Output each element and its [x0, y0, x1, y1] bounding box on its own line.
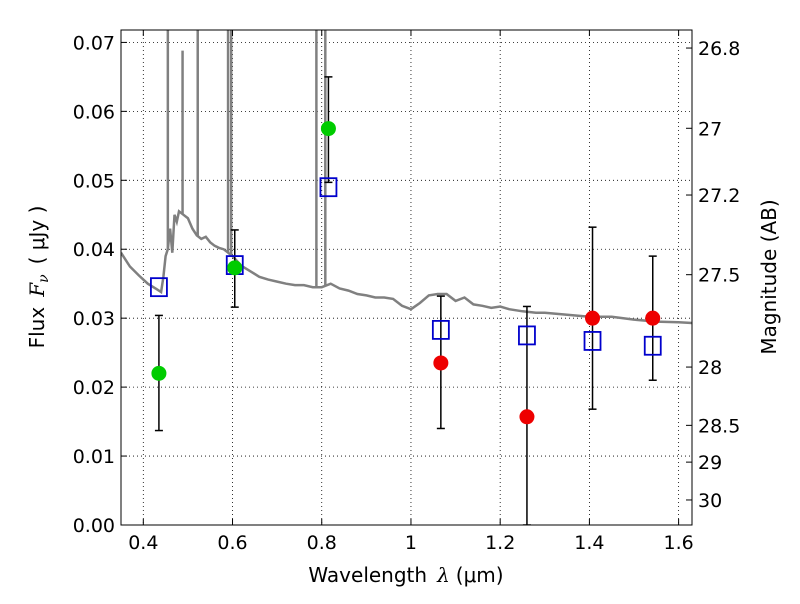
- x-tick-label: 0.8: [307, 532, 337, 554]
- y-tick-label: 0.03: [73, 308, 115, 330]
- y-tick-label: 0.02: [73, 377, 115, 399]
- y-tick-label: 0.06: [73, 101, 115, 123]
- y-tick-label: 0.07: [73, 32, 115, 54]
- y-axis-label-subscript: ν: [36, 274, 52, 283]
- observed-flux-green-point: [320, 121, 336, 137]
- x-axis-label-prefix: Wavelength: [308, 563, 427, 587]
- x-axis-label: Wavelength λ (μm): [308, 563, 503, 587]
- y-axis-label-symbol: F: [25, 282, 49, 298]
- magnitude-tick-label: 28.5: [698, 415, 740, 437]
- observed-flux-green-point: [227, 260, 243, 276]
- observed-flux-red-point: [585, 310, 601, 326]
- model-flux-square: [518, 325, 536, 346]
- x-tick-label: 0.6: [217, 532, 247, 554]
- y-tick-label: 0.00: [73, 515, 115, 537]
- model-flux-square: [643, 335, 662, 356]
- observed-flux-red-point: [433, 355, 449, 371]
- plot-frame: [120, 29, 693, 526]
- y-axis-ticks: 0.00 0.01 0.02 0.03 0.04 0.05 0.06 0.07: [73, 32, 127, 537]
- x-axis-label-unit: (μm): [456, 563, 504, 587]
- template-spectrum: [121, 30, 692, 325]
- model-flux-square: [583, 331, 602, 351]
- plot-area: [121, 30, 692, 525]
- x-axis-label-symbol: λ: [436, 563, 450, 587]
- x-tick-label: 1.6: [664, 532, 694, 554]
- magnitude-tick-label: 27.5: [698, 265, 740, 287]
- data-markers: [150, 121, 662, 425]
- y-tick-label: 0.01: [73, 446, 115, 468]
- template-curve: [121, 209, 692, 325]
- x-tick-label: 1: [405, 532, 417, 554]
- magnitude-tick-label: 27.2: [698, 185, 740, 207]
- x-tick-label: 0.4: [128, 532, 158, 554]
- magnitude-tick-label: 29: [698, 452, 722, 474]
- model-flux-square: [319, 177, 338, 198]
- x-tick-label: 1.4: [574, 532, 604, 554]
- model-flux-square: [150, 277, 168, 298]
- x-tick-label: 1.2: [485, 532, 515, 554]
- y-tick-label: 0.05: [73, 170, 115, 192]
- y-axis-label: Flux Fν ( μJy ): [25, 206, 52, 349]
- y-axis-label-prefix: Flux: [25, 307, 49, 349]
- magnitude-axis-ticks: 26.8 27 27.2 27.5 28 28.5 29 30: [686, 38, 740, 512]
- magnitude-axis-label: Magnitude (AB): [757, 199, 781, 354]
- observed-flux-red-point: [519, 409, 535, 425]
- magnitude-tick-label: 27: [698, 118, 722, 140]
- observed-flux-green-point: [151, 365, 167, 381]
- magnitude-tick-label: 28: [698, 357, 722, 379]
- grid-lines: [121, 30, 692, 526]
- magnitude-tick-label: 30: [698, 490, 722, 512]
- y-tick-label: 0.04: [73, 239, 115, 261]
- y-axis-label-unit: ( μJy ): [25, 206, 49, 265]
- model-flux-square: [431, 319, 450, 340]
- observed-flux-red-point: [645, 310, 661, 326]
- x-axis-ticks: 0.4 0.6 0.8 1 1.2 1.4 1.6: [128, 30, 694, 554]
- magnitude-tick-label: 26.8: [698, 38, 740, 60]
